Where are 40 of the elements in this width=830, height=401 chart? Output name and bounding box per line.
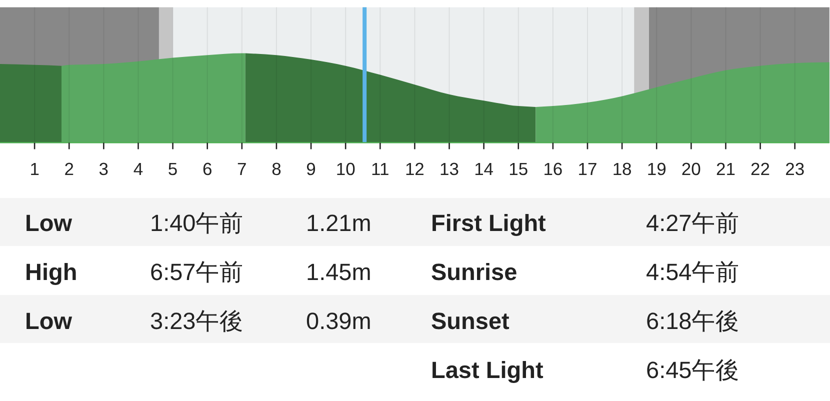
table-cell: Sunset (431, 308, 510, 334)
table-cell: 4:27午前 (646, 210, 740, 236)
table-cell: 6:57午前 (150, 259, 244, 285)
x-tick-label: 6 (202, 159, 212, 179)
table-cell: Low (25, 308, 72, 334)
table-cell: Last Light (431, 357, 544, 383)
x-tick-label: 16 (543, 159, 563, 179)
table-cell: 6:45午後 (646, 357, 740, 383)
x-tick-label: 22 (750, 159, 770, 179)
x-tick-label: 9 (306, 159, 316, 179)
table-cell: 1.45m (306, 259, 372, 285)
x-tick-label: 20 (681, 159, 701, 179)
table-cell: Low (25, 210, 72, 236)
table-cell: First Light (431, 210, 546, 236)
x-tick-label: 5 (168, 159, 178, 179)
x-tick-label: 4 (133, 159, 144, 179)
x-tick-label: 1 (30, 159, 40, 179)
x-tick-label: 11 (371, 159, 390, 179)
table-cell: 6:18午後 (646, 308, 740, 334)
table-cell: High (25, 259, 78, 285)
table-cell: 1.21m (306, 210, 372, 236)
x-tick-label: 15 (508, 159, 528, 179)
x-tick-label: 21 (716, 159, 736, 179)
table-cell: Sunrise (431, 259, 518, 285)
x-tick-label: 12 (404, 159, 424, 179)
x-tick-label: 13 (440, 159, 459, 179)
x-tick-label: 14 (474, 159, 494, 179)
x-tick-label: 23 (785, 159, 805, 179)
x-tick-label: 7 (237, 159, 247, 179)
x-tick-label: 19 (646, 159, 666, 179)
table-cell: 4:54午前 (646, 259, 740, 285)
table-cell: 1:40午前 (150, 210, 244, 236)
x-tick-label: 10 (336, 159, 356, 179)
x-tick-label: 3 (98, 159, 109, 179)
x-tick-label: 2 (64, 159, 74, 179)
x-tick-label: 18 (612, 159, 632, 179)
table-cell: 3:23午後 (150, 308, 244, 334)
x-tick-label: 17 (578, 159, 598, 179)
table-cell: 0.39m (306, 308, 372, 334)
x-tick-label: 8 (272, 159, 282, 179)
